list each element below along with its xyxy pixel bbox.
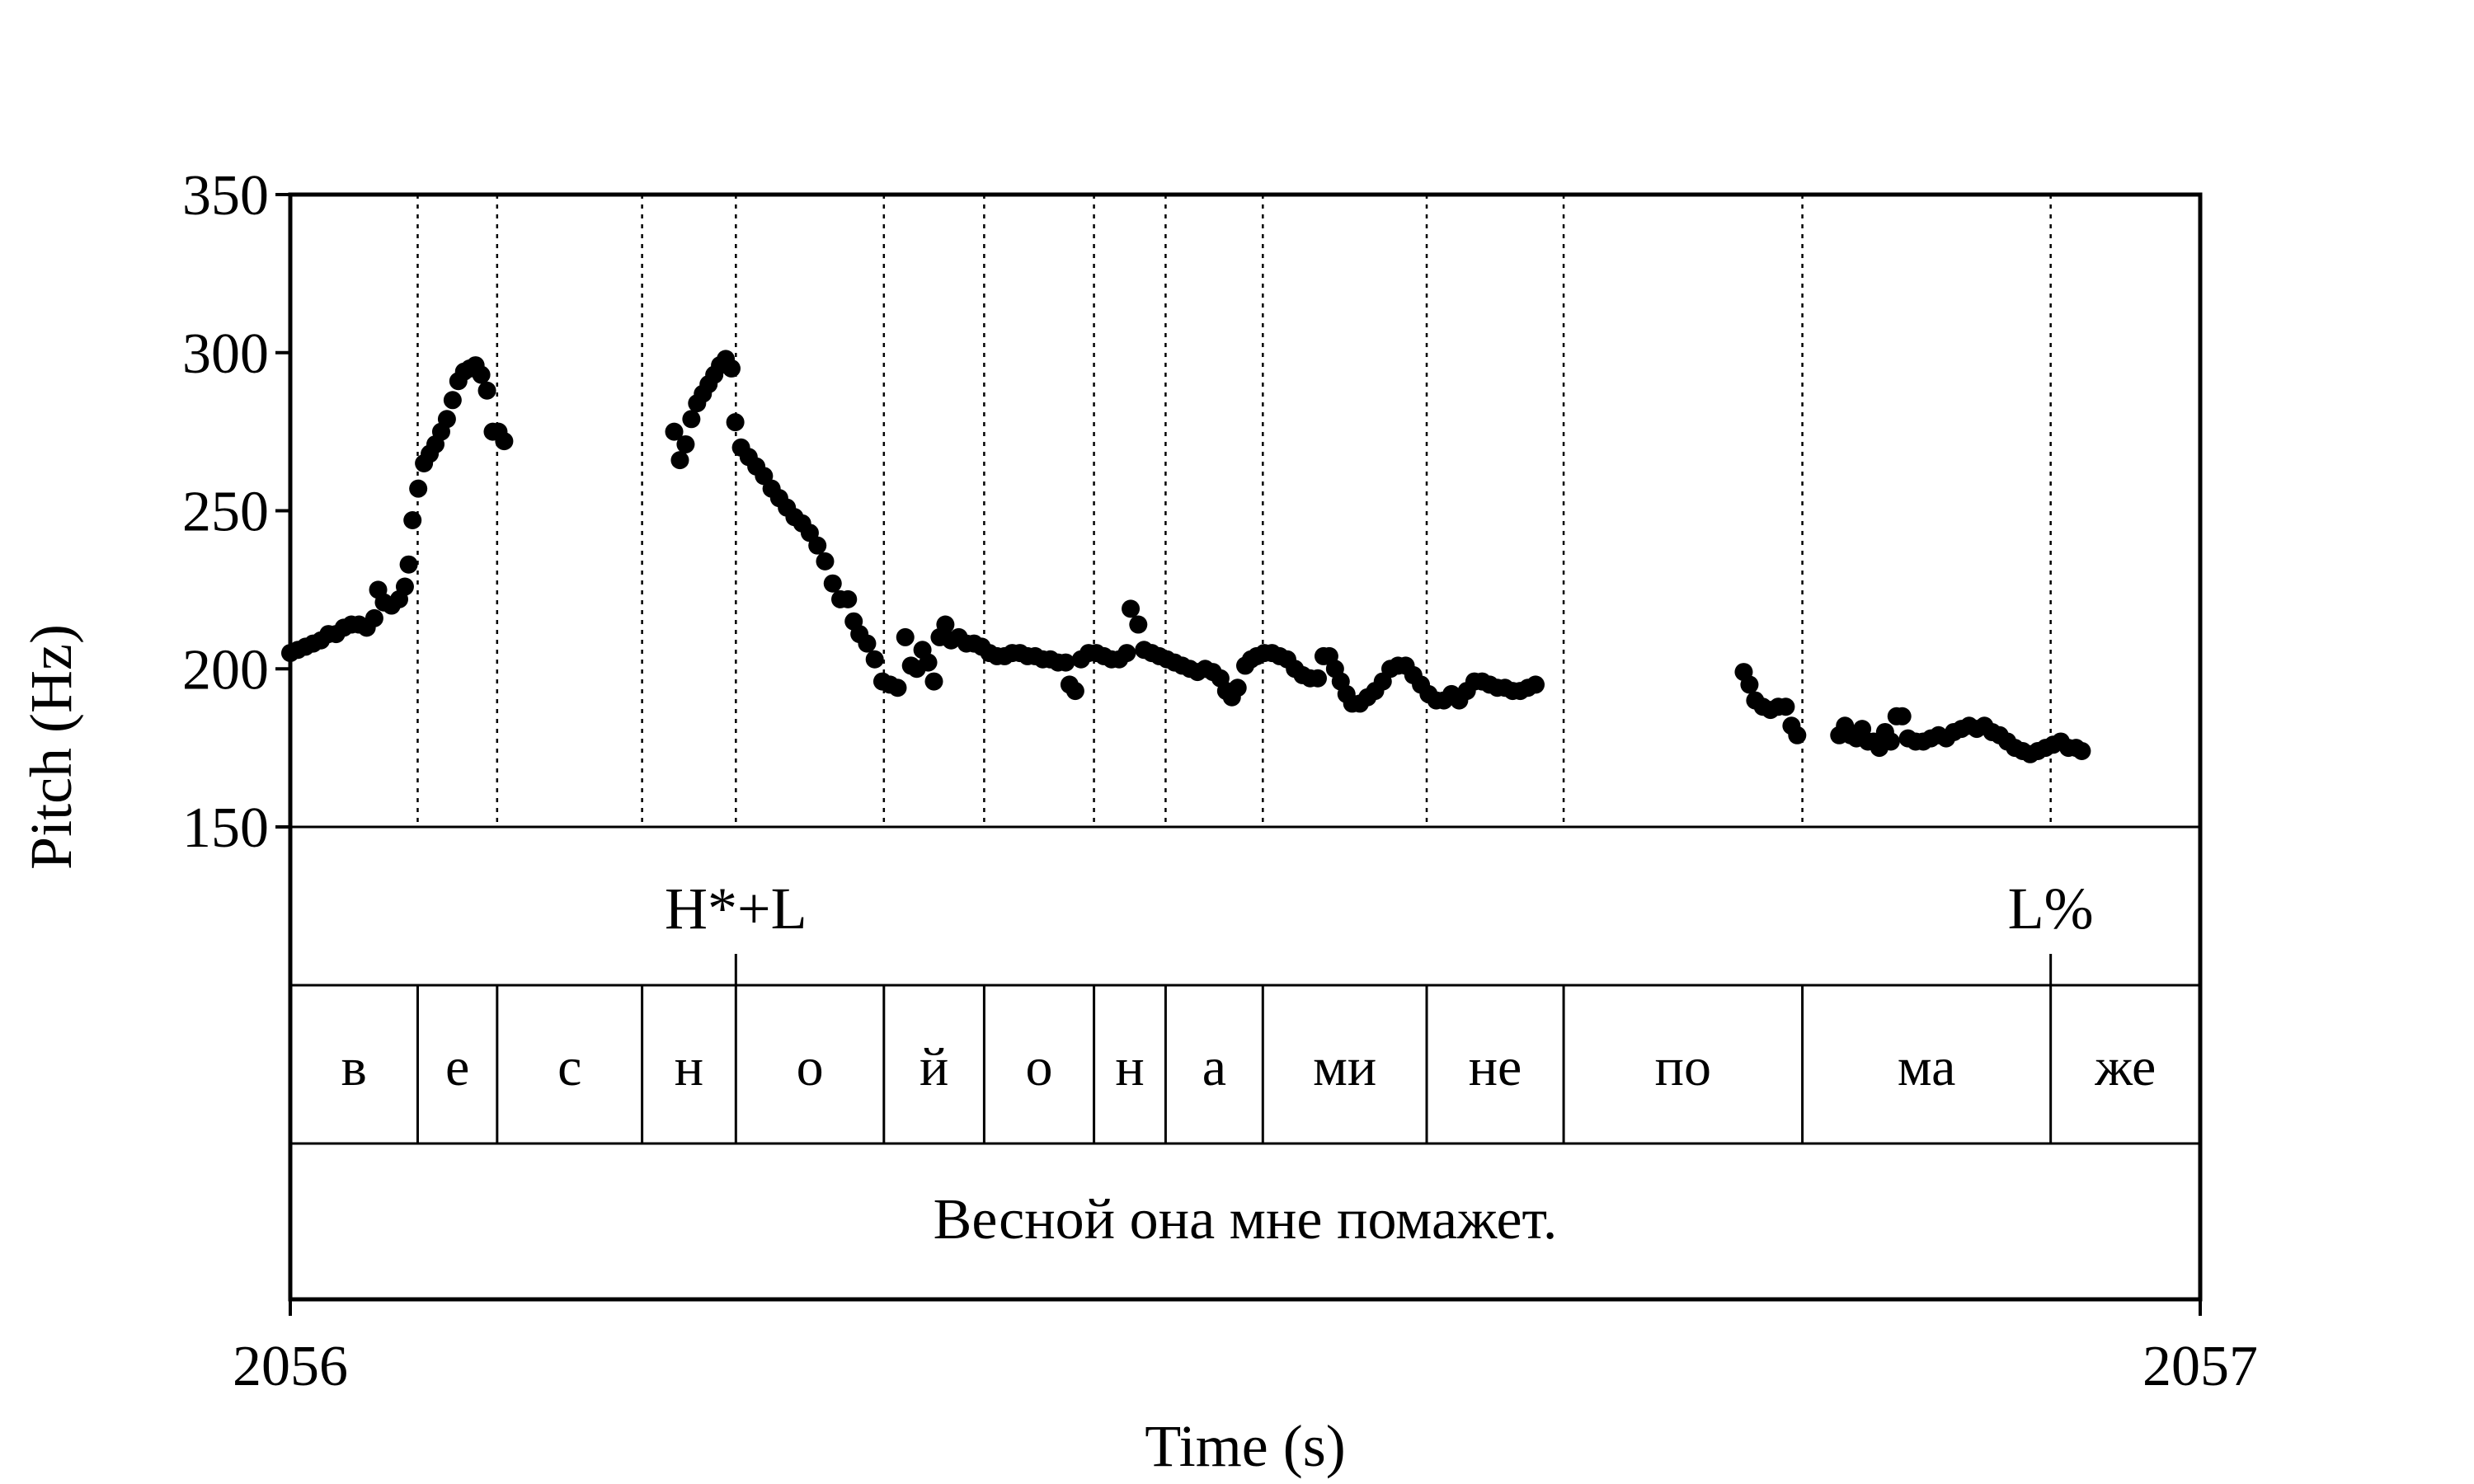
x-tick-label: 2056 [233, 1335, 348, 1398]
pitch-point [919, 653, 938, 672]
pitch-point [896, 627, 915, 646]
pitch-point [1129, 615, 1148, 634]
pitch-point [495, 432, 514, 451]
y-tick-label: 150 [182, 796, 269, 860]
pitch-point [816, 552, 835, 571]
y-tick-label: 350 [182, 164, 269, 228]
tone-tier: H*+L L% [665, 876, 2094, 985]
pitch-point [403, 511, 422, 530]
syllable-label: й [920, 1037, 948, 1097]
pitch-point [924, 672, 943, 691]
tone-label: H*+L [665, 876, 807, 942]
pitch-plot-frame [288, 192, 2203, 1302]
syllable-tier: в е с н о й о н а ми не по ма же [341, 1037, 2157, 1097]
syllable-label: о [797, 1037, 824, 1097]
pitch-point [665, 422, 684, 441]
tone-label: L% [2008, 876, 2094, 942]
pitch-point [682, 410, 701, 429]
y-tick-label: 300 [182, 322, 269, 386]
syllable-label: в [341, 1037, 367, 1097]
pitch-point [2072, 741, 2091, 760]
syllable-label: н [675, 1037, 703, 1097]
pitch-point [1788, 726, 1807, 744]
syllable-label: по [1655, 1037, 1711, 1097]
pitch-point [1309, 669, 1328, 688]
pitch-point [1740, 675, 1759, 694]
pitch-point [395, 577, 414, 596]
pitch-point [936, 615, 955, 634]
pitch-point [443, 391, 462, 410]
syllable-label: о [1025, 1037, 1052, 1097]
pitch-point [1526, 675, 1545, 694]
y-axis-title: Pitch (Hz) [18, 624, 84, 870]
pitch-points [281, 350, 2091, 763]
pitch-point [1228, 679, 1247, 697]
pitch-point [1122, 599, 1141, 618]
syllable-label: не [1469, 1037, 1522, 1097]
y-tick-label: 200 [182, 638, 269, 702]
pitch-point [722, 359, 741, 378]
pitch-point [839, 589, 858, 608]
pitch-point [399, 555, 418, 574]
pitch-point [865, 650, 884, 669]
segment-boundary-lines [416, 195, 2053, 1144]
syllable-label: же [2094, 1037, 2156, 1097]
pitch-point [726, 413, 745, 432]
pitch-point [670, 451, 689, 470]
pitch-point [409, 479, 428, 498]
pitch-point [1776, 697, 1795, 716]
pitch-point [365, 608, 383, 627]
pitch-point [1056, 653, 1075, 672]
x-axis-title: Time (s) [1145, 1413, 1345, 1479]
syllable-label: ми [1313, 1037, 1376, 1097]
syllable-label: ма [1898, 1037, 1956, 1097]
syllable-label: с [557, 1037, 581, 1097]
pitch-point [808, 536, 827, 555]
x-tick-label: 2057 [2142, 1335, 2258, 1398]
pitch-point [472, 365, 491, 384]
pitch-point [1881, 732, 1900, 751]
pitch-point [858, 634, 877, 653]
pitch-point [437, 410, 456, 429]
pitch-point [477, 381, 496, 400]
pitch-point [1117, 644, 1136, 663]
pitch-point [823, 574, 842, 593]
syllable-label: а [1202, 1037, 1226, 1097]
syllable-label: н [1115, 1037, 1144, 1097]
sentence-text: Весной она мне помажет. [934, 1188, 1558, 1252]
x-axis: 2056 2057 [233, 1299, 2258, 1398]
pitch-point [1893, 707, 1912, 726]
pitch-point [1065, 682, 1084, 701]
pitch-point [676, 434, 695, 453]
syllable-label: е [445, 1037, 469, 1097]
pitch-point [888, 679, 907, 697]
y-tick-label: 250 [182, 481, 269, 544]
y-axis: 350 300 250 200 150 [182, 164, 290, 860]
